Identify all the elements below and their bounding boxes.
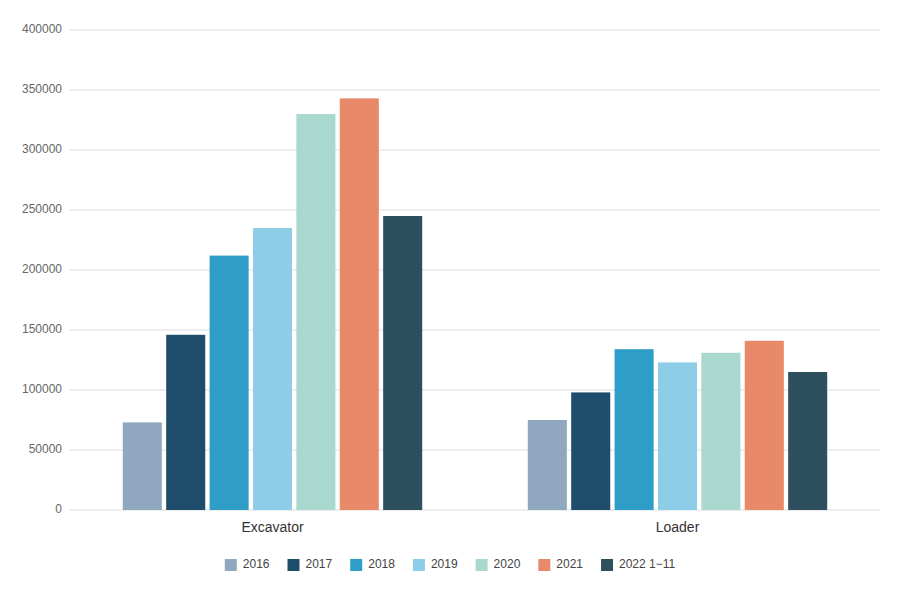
bar xyxy=(296,114,335,510)
bar xyxy=(123,422,162,510)
legend: 2016 2017 2018 2019 2020 2021 2022 1−11 xyxy=(225,557,676,571)
y-axis: 0 50000 100000 150000 200000 250000 300000 3500… xyxy=(22,22,62,516)
chart: 0 50000 100000 150000 200000 250000 300000 3500… xyxy=(0,0,900,600)
legend-item: 2021 xyxy=(538,557,583,571)
grid-line xyxy=(70,30,880,31)
legend-swatch xyxy=(601,559,613,571)
legend-label: 2016 xyxy=(243,557,270,571)
grid-line xyxy=(70,270,880,271)
grid-line xyxy=(70,210,880,211)
bar xyxy=(615,349,654,510)
legend-item: 2017 xyxy=(288,557,333,571)
y-tick-label: 150000 xyxy=(22,322,62,336)
legend-item: 2018 xyxy=(350,557,395,571)
grid-line xyxy=(70,90,880,91)
legend-swatch xyxy=(413,559,425,571)
grid-line xyxy=(70,150,880,151)
y-tick-label: 50000 xyxy=(29,442,63,456)
legend-label: 2018 xyxy=(368,557,395,571)
bar xyxy=(210,256,249,510)
bar xyxy=(383,216,422,510)
grid xyxy=(70,30,880,510)
y-tick-label: 300000 xyxy=(22,142,62,156)
legend-swatch xyxy=(288,559,300,571)
legend-item: 2016 xyxy=(225,557,270,571)
bar xyxy=(253,228,292,510)
x-tick-label: Loader xyxy=(656,519,700,535)
bar xyxy=(745,341,784,510)
bar xyxy=(340,98,379,510)
legend-item: 2020 xyxy=(476,557,521,571)
legend-swatch xyxy=(350,559,362,571)
legend-item: 2022 1−11 xyxy=(601,557,675,571)
legend-swatch xyxy=(225,559,237,571)
bar xyxy=(571,392,610,510)
legend-label: 2022 1−11 xyxy=(619,557,675,571)
bar xyxy=(701,353,740,510)
y-tick-label: 400000 xyxy=(22,22,62,36)
grid-line xyxy=(70,330,880,331)
legend-label: 2020 xyxy=(494,557,521,571)
legend-swatch xyxy=(476,559,488,571)
legend-swatch xyxy=(538,559,550,571)
y-tick-label: 250000 xyxy=(22,202,62,216)
chart-container: 0 50000 100000 150000 200000 250000 300000 3500… xyxy=(0,0,900,600)
y-tick-label: 0 xyxy=(55,502,62,516)
y-tick-label: 100000 xyxy=(22,382,62,396)
y-tick-label: 350000 xyxy=(22,82,62,96)
legend-item: 2019 xyxy=(413,557,458,571)
x-axis: Excavator Loader xyxy=(241,519,699,535)
bar xyxy=(166,335,205,510)
y-tick-label: 200000 xyxy=(22,262,62,276)
bar xyxy=(658,362,697,510)
legend-label: 2019 xyxy=(431,557,458,571)
legend-label: 2017 xyxy=(306,557,333,571)
bars xyxy=(123,98,827,510)
bar xyxy=(528,420,567,510)
bar xyxy=(788,372,827,510)
legend-label: 2021 xyxy=(556,557,583,571)
x-tick-label: Excavator xyxy=(241,519,304,535)
